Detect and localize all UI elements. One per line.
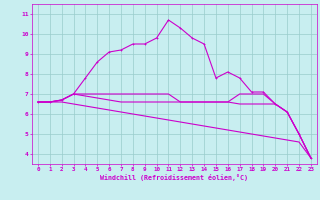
X-axis label: Windchill (Refroidissement éolien,°C): Windchill (Refroidissement éolien,°C) (100, 174, 248, 181)
